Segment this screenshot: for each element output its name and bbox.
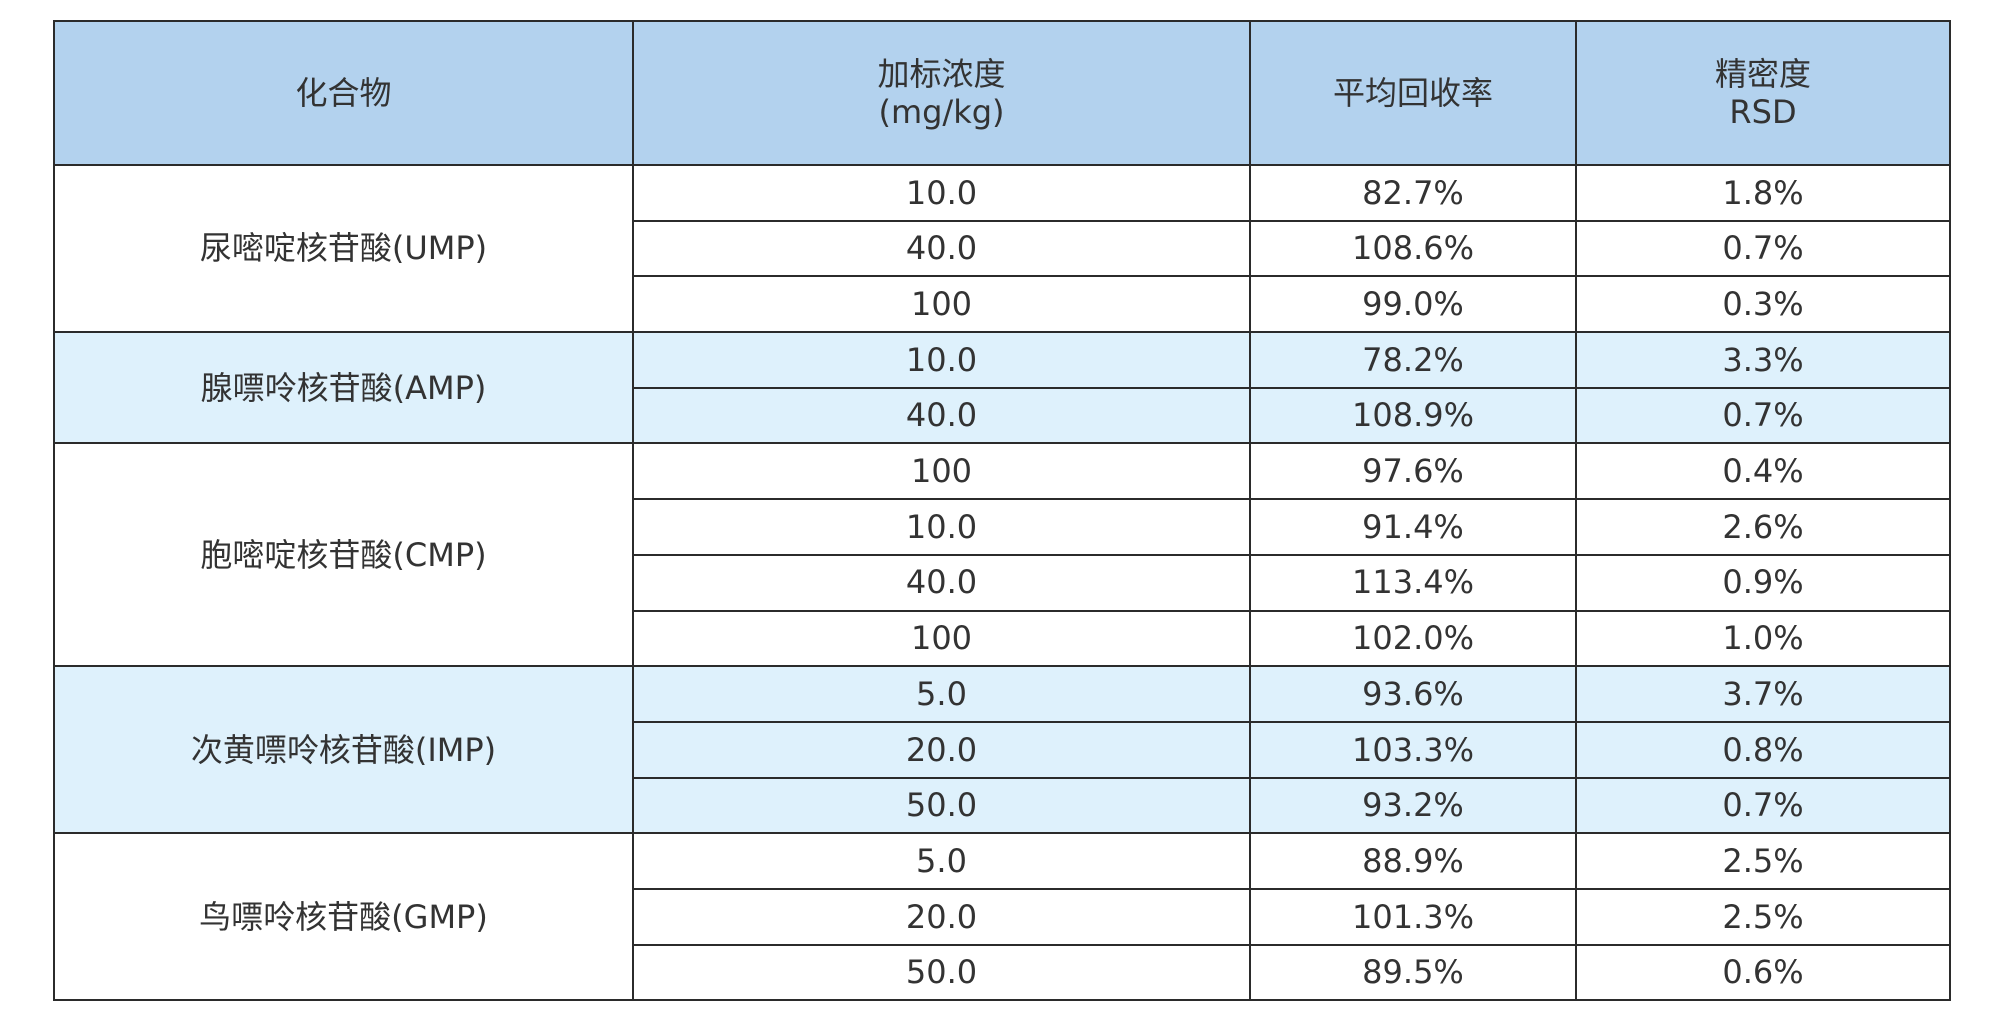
rsd-cell: 2.6% [1575,498,1951,556]
rsd-cell: 0.7% [1575,219,1951,278]
header-compound: 化合物 [53,20,634,166]
recovery-cell: 99.0% [1249,275,1577,334]
recovery-cell: 103.3% [1249,720,1577,779]
concentration-cell: 40.0 [632,553,1251,612]
table-row: 10.0 91.4% 2.6% [54,498,1951,556]
table-row: 100 99.0% 0.3% [54,275,1951,334]
recovery-table-container: 化合物 加标浓度 (mg/kg) 平均回收率 精密度 RSD 尿嘧啶核苷酸(UM… [53,20,1951,1002]
rsd-cell: 0.7% [1575,386,1951,445]
concentration-cell: 10.0 [632,331,1251,389]
header-recovery: 平均回收率 [1249,20,1577,166]
recovery-cell: 82.7% [1249,164,1577,222]
rsd-cell: 0.9% [1575,553,1951,612]
table-row: 100 102.0% 1.0% [54,609,1951,668]
recovery-cell: 91.4% [1249,498,1577,556]
concentration-cell: 20.0 [632,887,1251,946]
rsd-cell: 1.8% [1575,164,1951,222]
concentration-cell: 100 [632,442,1251,501]
rsd-cell: 2.5% [1575,832,1951,890]
table-row: 胞嘧啶核苷酸(CMP) 100 97.6% 0.4% [53,442,1951,668]
compound-cell-amp: 腺嘌呤核苷酸(AMP) [53,331,634,445]
header-precision-unit: RSD [1729,93,1797,131]
header-spike-unit: (mg/kg) [878,93,1005,131]
rsd-cell: 0.4% [1575,442,1951,501]
recovery-cell: 97.6% [1249,442,1577,501]
header-row: 化合物 加标浓度 (mg/kg) 平均回收率 精密度 RSD [53,20,1951,166]
table-row: 次黄嘌呤核苷酸(IMP) 5.0 93.6% 3.7% [53,665,1951,835]
rsd-cell: 0.6% [1575,943,1951,1002]
rsd-cell: 0.8% [1575,720,1951,779]
table-row: 50.0 89.5% 0.6% [54,943,1951,1002]
compound-cell-imp: 次黄嘌呤核苷酸(IMP) [53,665,634,835]
table-row: 20.0 101.3% 2.5% [54,887,1951,946]
rsd-cell: 3.3% [1575,331,1951,389]
table-row: 50.0 93.2% 0.7% [54,776,1951,835]
concentration-cell: 10.0 [632,164,1251,222]
header-recovery-label: 平均回收率 [1332,73,1493,112]
recovery-cell: 108.6% [1249,219,1577,278]
recovery-cell: 93.6% [1249,665,1577,723]
table-row: 20.0 103.3% 0.8% [54,720,1951,779]
concentration-cell: 5.0 [632,665,1251,723]
header-spike-concentration: 加标浓度 (mg/kg) [632,20,1251,166]
header-precision-label: 精密度 [1714,54,1811,93]
recovery-table: 化合物 加标浓度 (mg/kg) 平均回收率 精密度 RSD 尿嘧啶核苷酸(UM… [53,20,1951,1002]
header-spike-label: 加标浓度 [877,54,1006,93]
concentration-cell: 100 [632,609,1251,668]
recovery-cell: 113.4% [1249,553,1577,612]
recovery-cell: 102.0% [1249,609,1577,668]
compound-cell-cmp: 胞嘧啶核苷酸(CMP) [53,442,634,668]
concentration-cell: 20.0 [632,720,1251,779]
concentration-cell: 5.0 [632,832,1251,890]
table-row: 鸟嘌呤核苷酸(GMP) 5.0 88.9% 2.5% [53,832,1951,1002]
table-row: 40.0 113.4% 0.9% [54,553,1951,612]
recovery-cell: 88.9% [1249,832,1577,890]
rsd-cell: 0.7% [1575,776,1951,835]
concentration-cell: 10.0 [632,498,1251,556]
concentration-cell: 50.0 [632,776,1251,835]
table-row: 40.0 108.9% 0.7% [54,386,1951,445]
recovery-cell: 89.5% [1249,943,1577,1002]
compound-cell-ump: 尿嘧啶核苷酸(UMP) [53,163,634,334]
concentration-cell: 100 [632,275,1251,334]
recovery-cell: 101.3% [1249,887,1577,946]
table-row: 40.0 108.6% 0.7% [54,219,1951,278]
rsd-cell: 1.0% [1575,609,1951,668]
recovery-cell: 108.9% [1249,386,1577,445]
concentration-cell: 40.0 [632,386,1251,445]
compound-cell-gmp: 鸟嘌呤核苷酸(GMP) [53,832,634,1002]
rsd-cell: 3.7% [1575,665,1951,723]
concentration-cell: 40.0 [632,219,1251,278]
table-row: 尿嘧啶核苷酸(UMP) 10.0 82.7% 1.8% [53,163,1951,334]
table-row: 腺嘌呤核苷酸(AMP) 10.0 78.2% 3.3% [53,331,1951,445]
header-compound-label: 化合物 [295,73,392,112]
rsd-cell: 2.5% [1575,887,1951,946]
rsd-cell: 0.3% [1575,275,1951,334]
recovery-cell: 78.2% [1249,331,1577,389]
recovery-cell: 93.2% [1249,776,1577,835]
header-precision: 精密度 RSD [1575,20,1951,166]
concentration-cell: 50.0 [632,943,1251,1002]
